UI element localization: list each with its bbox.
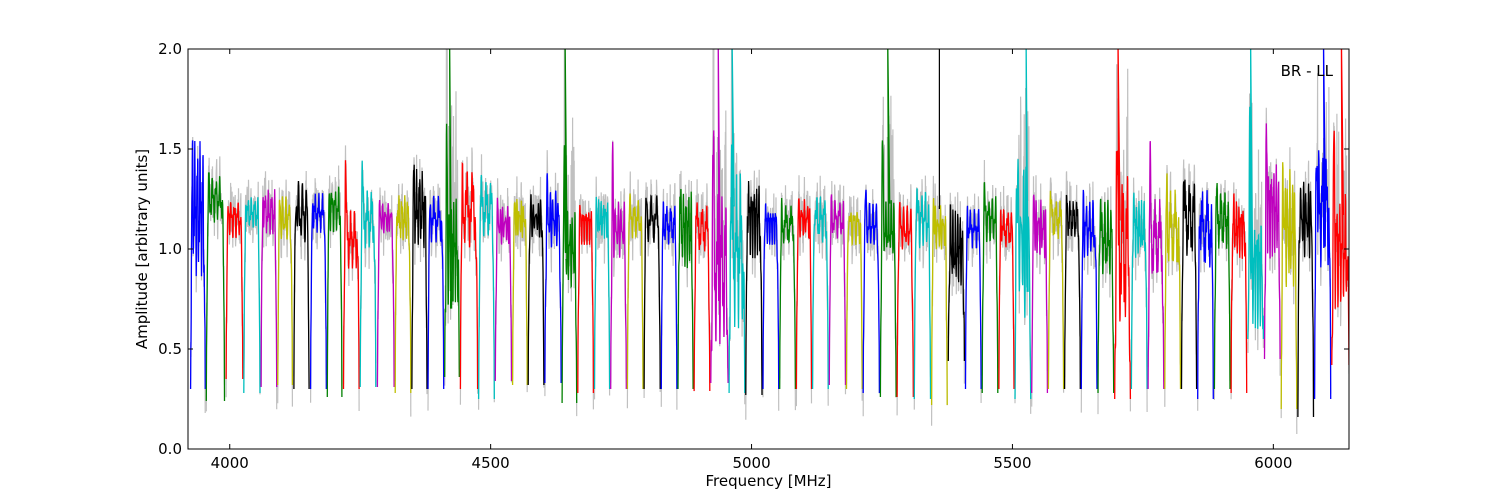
channel-series-line bbox=[1263, 123, 1281, 360]
channel-series-line bbox=[1097, 198, 1115, 394]
channel-series-line bbox=[189, 140, 206, 390]
channel-series-line bbox=[964, 205, 982, 390]
raw-trace-channel bbox=[1047, 177, 1065, 393]
channel-series-line bbox=[1014, 49, 1032, 400]
channel-series-line bbox=[981, 182, 999, 394]
x-tick-label: 4500 bbox=[472, 454, 510, 472]
channel-series-line bbox=[477, 174, 495, 400]
channel-series-line bbox=[1147, 141, 1165, 390]
channel-series-line bbox=[225, 202, 244, 380]
x-tick-label: 6000 bbox=[1254, 454, 1292, 472]
y-tick-label: 1.5 bbox=[158, 140, 182, 158]
channel-series-line bbox=[947, 204, 966, 362]
raw-trace-channel bbox=[1180, 159, 1198, 388]
channel-series-line bbox=[459, 162, 479, 390]
channel-series-line bbox=[1331, 49, 1349, 366]
channel-series-line bbox=[527, 194, 545, 386]
raw-trace-channel bbox=[225, 182, 244, 398]
channel-series-line bbox=[427, 195, 445, 390]
channel-series-line bbox=[862, 189, 881, 394]
channel-series-line bbox=[811, 195, 829, 390]
channel-series-line bbox=[544, 173, 562, 384]
x-tick-label: 5000 bbox=[732, 454, 770, 472]
channel-series-line bbox=[998, 208, 1015, 390]
x-tick-label: 4000 bbox=[211, 454, 249, 472]
channel-series-line bbox=[828, 194, 847, 386]
y-axis-ticks: 0.0 0.5 1.0 1.5 2.0 bbox=[158, 40, 1349, 458]
channel-series-line bbox=[1313, 49, 1332, 400]
channel-series-line bbox=[444, 49, 460, 378]
y-tick-label: 0.0 bbox=[158, 440, 182, 458]
channel-series-line bbox=[260, 189, 278, 388]
baseline-annotation: BR - LL bbox=[1281, 62, 1334, 80]
channel-series-line bbox=[795, 198, 813, 390]
channel-series-line bbox=[728, 49, 746, 394]
series-layer bbox=[189, 49, 1349, 418]
channel-series-line bbox=[494, 197, 513, 382]
channel-series-line bbox=[1280, 162, 1298, 410]
channel-series-line bbox=[326, 186, 343, 398]
channel-series-line bbox=[879, 49, 897, 398]
raw-trace-channel bbox=[561, 49, 578, 417]
channel-series-line bbox=[1031, 194, 1049, 394]
channel-series-line bbox=[342, 160, 360, 390]
channel-series-line bbox=[913, 188, 932, 400]
channel-series-line bbox=[1047, 190, 1065, 390]
channel-series-line bbox=[762, 203, 780, 390]
channel-series-line bbox=[1213, 182, 1231, 390]
channel-series-line bbox=[359, 160, 377, 388]
x-axis-label: Frequency [MHz] bbox=[705, 472, 831, 490]
channel-series-line bbox=[1230, 193, 1248, 394]
channel-series-line bbox=[677, 188, 694, 390]
raw-trace-channel bbox=[1230, 182, 1248, 400]
channel-series-line bbox=[610, 141, 627, 390]
channel-series-line bbox=[277, 196, 294, 386]
channel-series-line bbox=[1180, 179, 1198, 390]
x-tick-label: 5500 bbox=[993, 454, 1031, 472]
x-axis-ticks: 4000 4500 5000 5500 6000 bbox=[211, 49, 1292, 472]
channel-series-line bbox=[1164, 173, 1182, 390]
channel-series-line bbox=[376, 199, 395, 388]
channel-series-line bbox=[660, 201, 678, 390]
y-tick-label: 0.5 bbox=[158, 340, 182, 358]
channel-series-line bbox=[745, 180, 763, 396]
channel-series-line bbox=[1247, 49, 1265, 340]
channel-series-line bbox=[626, 193, 644, 390]
channel-series-line bbox=[1297, 181, 1315, 418]
channel-series-line bbox=[293, 180, 310, 390]
channel-series-line bbox=[511, 198, 528, 386]
y-tick-label: 1.0 bbox=[158, 240, 182, 258]
channel-series-line bbox=[309, 193, 327, 390]
channel-series-line bbox=[693, 202, 711, 392]
channel-series-line bbox=[243, 197, 261, 394]
raw-trace-channel bbox=[459, 147, 479, 405]
channel-series-line bbox=[710, 49, 729, 384]
channel-series-line bbox=[1063, 194, 1081, 390]
channel-series-line bbox=[779, 197, 797, 390]
channel-series-line bbox=[394, 195, 412, 394]
channel-series-line bbox=[930, 197, 948, 406]
channel-series-line bbox=[1114, 49, 1132, 400]
channel-series-line bbox=[205, 172, 226, 402]
channel-series-line bbox=[593, 196, 611, 390]
y-tick-label: 2.0 bbox=[158, 40, 182, 58]
raw-trace-channel bbox=[376, 187, 395, 383]
channel-series-line bbox=[1197, 190, 1214, 400]
raw-trace-channel bbox=[427, 183, 445, 411]
channel-series-line bbox=[561, 49, 578, 404]
y-axis-label: Amplitude [arbitrary units] bbox=[133, 149, 151, 349]
channel-series-line bbox=[845, 211, 863, 390]
channel-series-line bbox=[411, 164, 428, 390]
channel-series-line bbox=[577, 204, 595, 394]
channel-series-line bbox=[1130, 192, 1148, 390]
channel-series-line bbox=[896, 201, 914, 398]
channel-series-line bbox=[1080, 189, 1098, 390]
channel-series-line bbox=[643, 194, 661, 390]
